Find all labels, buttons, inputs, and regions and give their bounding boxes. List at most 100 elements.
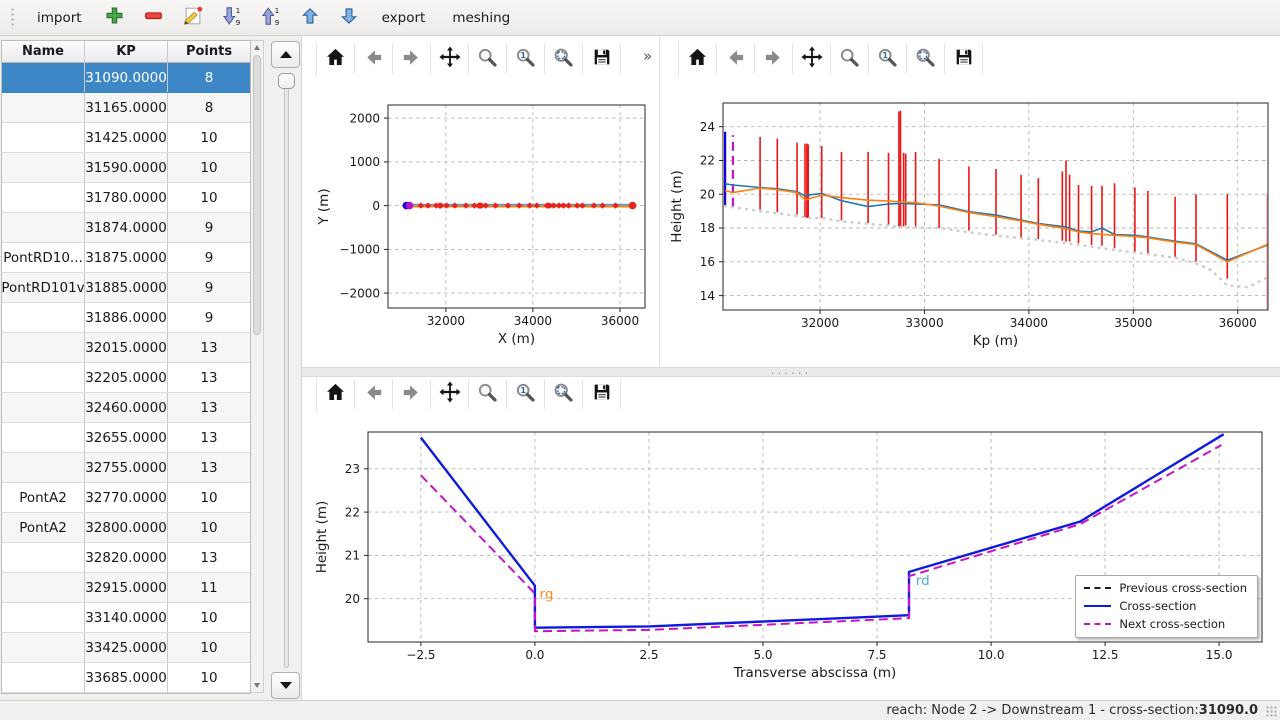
table-row[interactable]: 33685.0000 10 [2, 663, 250, 693]
svg-text:32000: 32000 [427, 314, 465, 328]
zoom-fit-icon [552, 46, 575, 73]
legend-entry: Cross-section [1084, 599, 1247, 613]
export-button[interactable]: export [381, 9, 426, 26]
svg-text:2.5: 2.5 [639, 648, 658, 662]
back-button[interactable] [717, 44, 755, 74]
table-cell-kp: 31590.0000 [84, 153, 168, 182]
zoom-one-button[interactable]: 1 [869, 44, 907, 74]
horizontal-splitter[interactable]: ...... [302, 364, 1280, 377]
table-row[interactable]: 33140.0000 10 [2, 603, 250, 633]
svg-text:24: 24 [700, 120, 715, 134]
table-row[interactable]: 32655.0000 13 [2, 423, 250, 453]
table-row[interactable]: 31886.0000 9 [2, 303, 250, 333]
move-up-button[interactable] [298, 6, 322, 30]
zoom-rect-button[interactable] [831, 44, 869, 74]
table-cell-pts: 8 [204, 69, 214, 86]
column-header-points[interactable]: Points [185, 44, 233, 59]
pan-button[interactable] [431, 44, 469, 74]
table-cell-kp: 31875.0000 [84, 243, 168, 272]
zoom-fit-button[interactable] [545, 379, 583, 409]
move-down-button[interactable] [337, 6, 361, 30]
table-row[interactable]: 32915.0000 11 [2, 573, 250, 603]
section-slider-track[interactable] [284, 74, 289, 668]
table-cell-name [2, 213, 84, 242]
remove-cross-section-button[interactable] [142, 6, 166, 30]
table-row[interactable]: 33425.0000 10 [2, 633, 250, 663]
svg-text:35000: 35000 [1114, 316, 1152, 330]
meshing-button[interactable]: meshing [452, 9, 511, 26]
svg-text:9: 9 [235, 18, 240, 27]
table-row[interactable]: 31425.0000 10 [2, 123, 250, 153]
home-button[interactable] [317, 379, 355, 409]
table-row[interactable]: 32460.0000 13 [2, 393, 250, 423]
section-slider-handle[interactable] [278, 73, 295, 89]
resize-grip-icon[interactable] [1266, 706, 1278, 718]
svg-text:12.5: 12.5 [1092, 648, 1119, 662]
table-cell-pts: 10 [200, 609, 218, 626]
forward-button[interactable] [393, 44, 431, 74]
table-cell-pts: 13 [200, 399, 218, 416]
forward-button[interactable] [755, 44, 793, 74]
legend-line-sample [1084, 605, 1112, 607]
save-figure-button[interactable] [583, 44, 621, 74]
down-triangle-icon [279, 682, 292, 689]
table-row[interactable]: 31780.0000 10 [2, 183, 250, 213]
back-button[interactable] [355, 379, 393, 409]
zoom-one-button[interactable]: 1 [507, 44, 545, 74]
table-cell-pts: 13 [200, 549, 218, 566]
home-button[interactable] [317, 44, 355, 74]
cross-section-chart[interactable]: −2.5 0.0 2.5 5.0 7.5 10.0 12.5 15.0 20 21 22 23 Tran… [302, 412, 1280, 697]
table-row[interactable]: 32755.0000 13 [2, 453, 250, 483]
zoom-rect-icon [476, 46, 499, 73]
scrollbar-thumb[interactable] [252, 55, 261, 335]
table-row[interactable]: 31874.0000 9 [2, 213, 250, 243]
plan-view-chart[interactable]: 32000 34000 36000 −2000 −1000 0 1000 2000 X (m) Y… [302, 78, 658, 367]
scroll-down-icon[interactable] [253, 683, 260, 688]
table-row[interactable]: PontRD101v 31885.0000 9 [2, 273, 250, 303]
table-cell-pts: 13 [200, 339, 218, 356]
column-header-kp[interactable]: KP [84, 41, 168, 62]
zoom-one-button[interactable]: 1 [507, 379, 545, 409]
zoom-rect-button[interactable] [469, 44, 507, 74]
zoom-one-icon: 1 [514, 381, 537, 408]
zoom-fit-button[interactable] [545, 44, 583, 74]
scroll-up-icon[interactable] [253, 45, 260, 50]
svg-text:1: 1 [520, 50, 526, 60]
longitudinal-profile-chart[interactable]: 32000 33000 34000 35000 36000 14 16 18 20 22 24 Kp … [662, 78, 1280, 367]
table-cell-pts: 10 [200, 519, 218, 536]
table-row[interactable]: 32015.0000 13 [2, 333, 250, 363]
move-up-icon [300, 6, 320, 30]
table-row[interactable]: PontA2 32770.0000 10 [2, 483, 250, 513]
zoom-fit-button[interactable] [907, 44, 945, 74]
section-down-button[interactable] [271, 672, 300, 699]
legend-entry: Next cross-section [1084, 617, 1247, 631]
table-row[interactable]: 32820.0000 13 [2, 543, 250, 573]
svg-text:1: 1 [882, 50, 888, 60]
import-button[interactable]: import [37, 9, 82, 26]
forward-button[interactable] [393, 379, 431, 409]
table-scrollbar[interactable] [251, 40, 264, 693]
table-row[interactable]: 31165.0000 8 [2, 93, 250, 123]
save-figure-button[interactable] [945, 44, 983, 74]
section-up-button[interactable] [271, 41, 300, 68]
table-row[interactable]: 32205.0000 13 [2, 363, 250, 393]
pan-button[interactable] [431, 379, 469, 409]
zoom-rect-button[interactable] [469, 379, 507, 409]
toolbar-drag-handle-icon[interactable] [10, 6, 16, 29]
table-cell-name: PontA2 [19, 489, 67, 506]
column-header-name[interactable]: Name [21, 44, 64, 59]
table-cell-pts: 10 [200, 159, 218, 176]
back-button[interactable] [355, 44, 393, 74]
table-row[interactable]: 31090.0000 8 [2, 63, 250, 93]
table-row[interactable]: PontRD10... 31875.0000 9 [2, 243, 250, 273]
table-row[interactable]: 31590.0000 10 [2, 153, 250, 183]
add-cross-section-button[interactable] [103, 6, 127, 30]
home-button[interactable] [679, 44, 717, 74]
table-row[interactable]: PontA2 32800.0000 10 [2, 513, 250, 543]
toolbar-overflow-chevron[interactable]: » [643, 47, 653, 65]
save-figure-button[interactable] [583, 379, 621, 409]
pan-button[interactable] [793, 44, 831, 74]
edit-cross-section-button[interactable] [181, 6, 205, 30]
